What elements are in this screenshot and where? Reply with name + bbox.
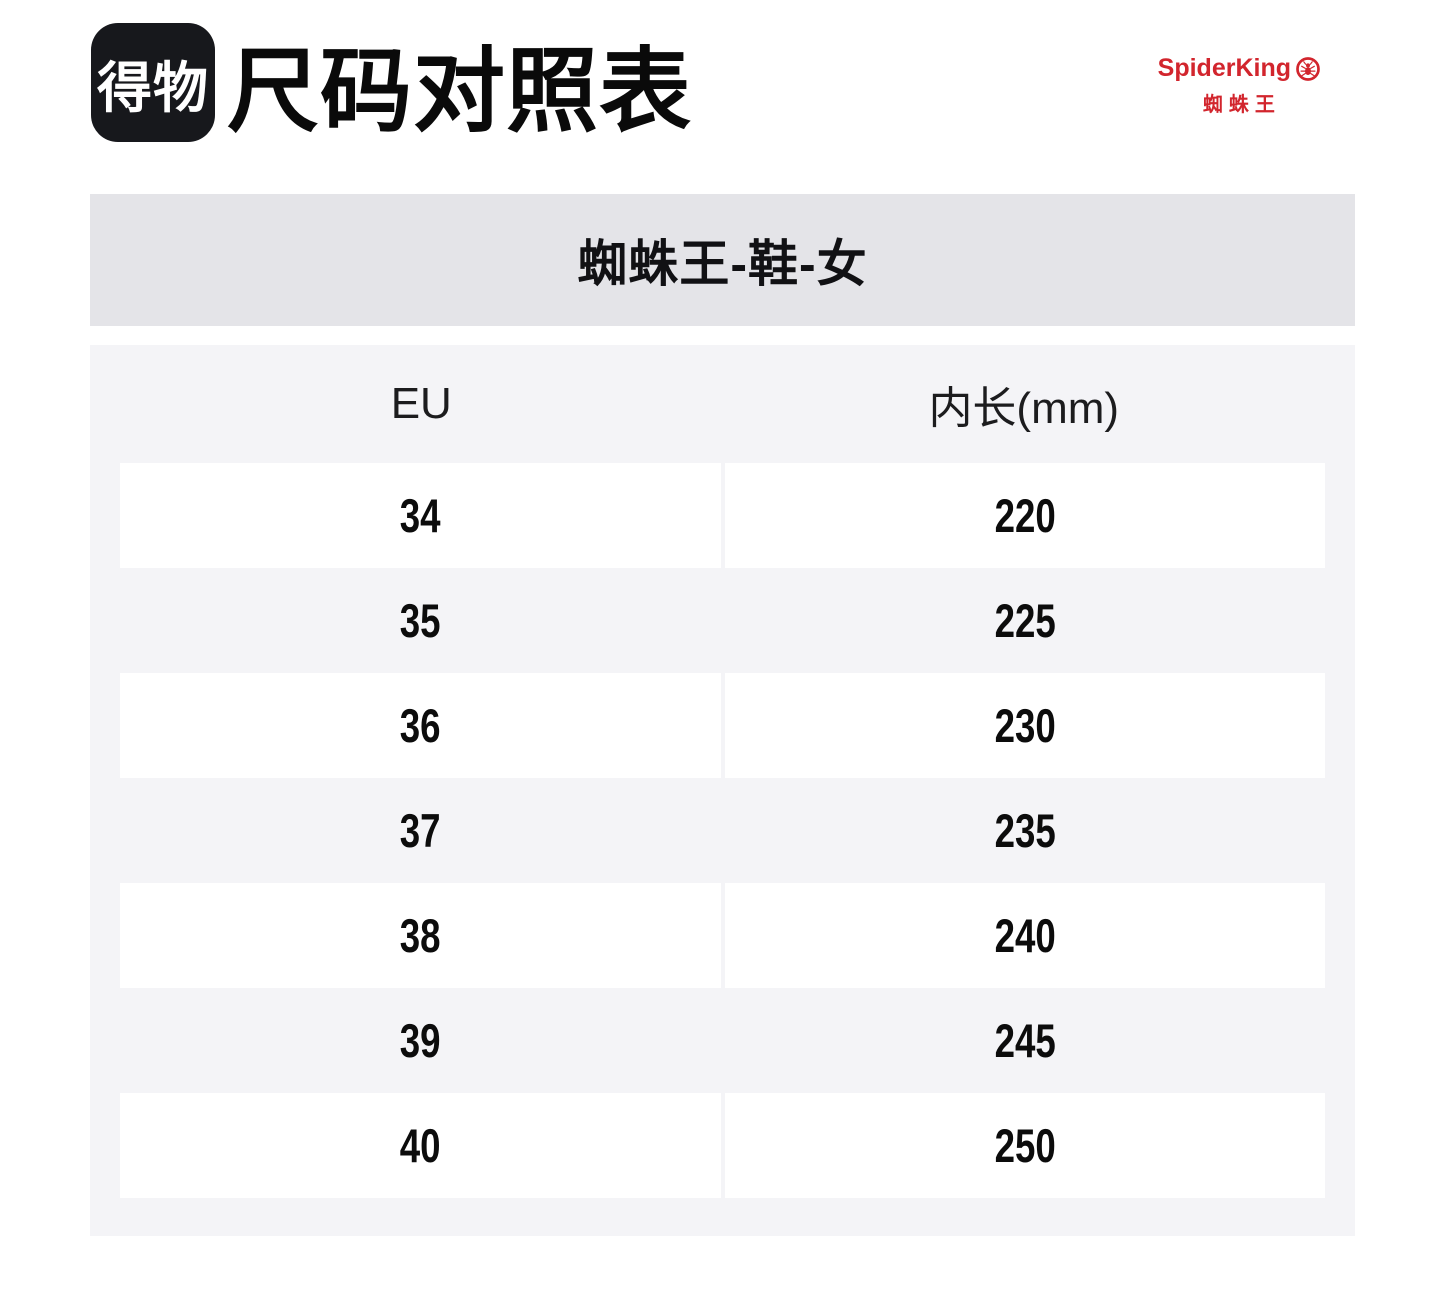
size-chart-header-row: EU 内长(mm) <box>120 345 1325 463</box>
cell-inner-length: 220 <box>724 463 1325 568</box>
size-chart-title-band: 蜘蛛王-鞋-女 <box>90 194 1355 326</box>
cell-inner-length: 250 <box>724 1093 1325 1198</box>
cell-eu: 40 <box>120 1093 721 1198</box>
cell-inner-length: 225 <box>994 594 1056 647</box>
brand-name-en: SpiderKing <box>1157 54 1291 82</box>
cell-eu: 36 <box>120 673 721 778</box>
spiderking-brand-logo: SpiderKing <box>1158 54 1320 117</box>
cell-inner-length: 245 <box>994 1014 1056 1067</box>
spider-icon <box>1296 56 1320 81</box>
table-row: 40 250 <box>120 1093 1325 1198</box>
size-chart-body: 34 220 35 225 36 230 37 235 38 240 39 24… <box>120 463 1325 1198</box>
table-row: 35 225 <box>120 568 1325 673</box>
cell-inner-length: 230 <box>724 673 1325 778</box>
size-chart-title: 蜘蛛王-鞋-女 <box>577 236 868 292</box>
table-row: 39 245 <box>120 988 1325 1093</box>
cell-inner-length: 235 <box>994 804 1056 857</box>
cell-eu: 39 <box>399 1014 441 1067</box>
size-chart-table: EU 内长(mm) 34 220 35 225 36 230 37 235 38… <box>90 345 1355 1236</box>
cell-eu: 34 <box>120 463 721 568</box>
brand-name-cn: 蜘蛛王 <box>1202 94 1281 116</box>
cell-eu: 37 <box>399 804 441 857</box>
table-row: 34 220 <box>120 463 1325 568</box>
brand-logo-row: SpiderKing <box>1158 54 1320 83</box>
column-header-eu: EU <box>390 379 452 428</box>
page-title: 尺码对照表 <box>227 41 693 143</box>
table-row: 36 230 <box>120 673 1325 778</box>
dewu-logo-text: 得物 <box>96 56 209 119</box>
table-row: 38 240 <box>120 883 1325 988</box>
column-header-inner-length: 内长(mm) <box>928 384 1120 433</box>
cell-inner-length: 240 <box>724 883 1325 988</box>
dewu-app-logo: 得物 <box>91 23 215 142</box>
table-row: 37 235 <box>120 778 1325 883</box>
cell-eu: 38 <box>120 883 721 988</box>
cell-eu: 35 <box>399 594 441 647</box>
